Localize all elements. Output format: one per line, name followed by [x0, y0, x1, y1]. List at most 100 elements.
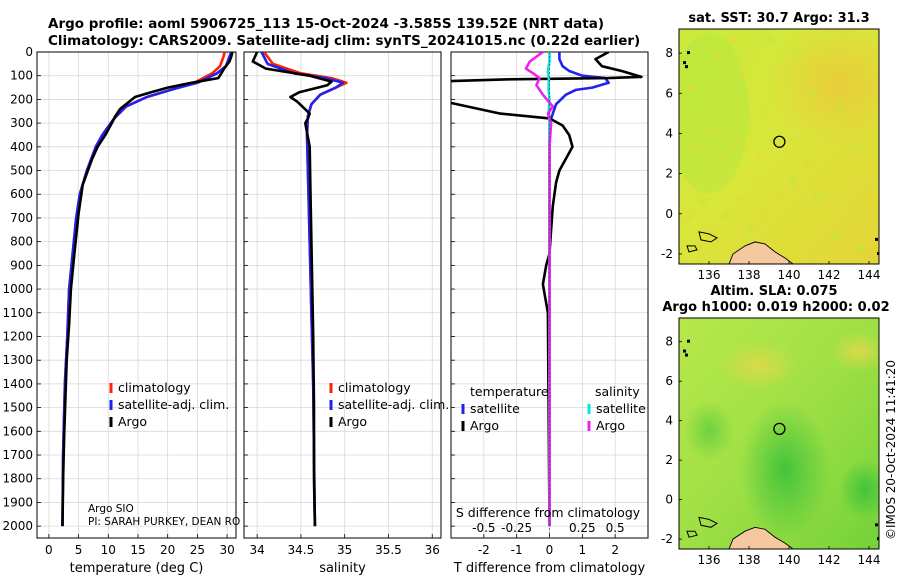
sst-cell [813, 191, 820, 199]
sst-cell [803, 161, 810, 169]
legend-title-temperature: temperature [470, 384, 549, 399]
credit-pi: PI: SARAH PURKEY, DEAN RO [88, 516, 240, 528]
sst-cell [843, 31, 850, 39]
small-island [685, 353, 688, 357]
land-new-guinea [728, 241, 794, 264]
sst-cell [829, 47, 836, 55]
credit-org: Argo SIO [88, 503, 134, 515]
x-tick-label: 34.5 [288, 543, 315, 557]
sst-cell [693, 141, 700, 149]
map-title: sat. SST: 30.7 Argo: 31.3 [688, 11, 869, 26]
sst-cell [827, 175, 834, 183]
header-line-1: Argo profile: aoml 5906725_113 15-Oct-20… [48, 16, 604, 32]
y-tick-label: 1200 [2, 329, 33, 343]
legend-label: Argo [338, 414, 367, 429]
sst-cell [739, 67, 746, 75]
sst-cell [723, 211, 730, 219]
y-tick-label: 8 [665, 335, 673, 349]
x-axis-label: T difference from climatology [453, 561, 646, 576]
y-tick-label: 0 [665, 493, 673, 507]
legend-label: Argo [596, 418, 625, 433]
sst-cell [753, 51, 760, 59]
x-tick-label: 15 [130, 543, 145, 557]
sst-cell [819, 247, 826, 255]
sst-cell [773, 91, 780, 99]
y-tick-label: 1800 [2, 472, 33, 486]
sst-cell [855, 143, 862, 151]
sst-cell [751, 179, 758, 187]
sla-high-patch [719, 340, 799, 391]
sst-cell [725, 83, 732, 91]
map-field [679, 318, 879, 549]
sst-cell [811, 89, 818, 97]
sst-cell [833, 231, 840, 239]
sst-cell [707, 125, 714, 133]
x-tick-label: 136 [698, 268, 721, 282]
legend-label: satellite-adj. clim. [338, 397, 449, 412]
x-tick-label: 140 [778, 553, 801, 567]
sst-cell [799, 207, 806, 215]
legend-label: climatology [118, 380, 191, 395]
axes-layer: 0100200300400500600700800900100011001200… [2, 45, 649, 576]
x-tick-label: 0 [45, 543, 53, 557]
sst-cell [871, 229, 878, 237]
y-tick-label: -2 [661, 247, 673, 261]
island-coastline [686, 530, 698, 538]
sst-cell [717, 155, 724, 163]
map-field [679, 29, 886, 264]
x-tick-label: 30 [219, 543, 234, 557]
x-axis-label: temperature (deg C) [70, 561, 204, 576]
sst-cell [781, 249, 788, 257]
profile-panel-temperature: 0100200300400500600700800900100011001200… [2, 45, 237, 576]
sst-cell [777, 65, 784, 73]
island-coastline [686, 245, 698, 253]
header-line-2: Climatology: CARS2009. Satellite-adj cli… [48, 33, 640, 49]
y-tick-label: 6 [665, 86, 673, 100]
legend-title-salinity: salinity [595, 384, 640, 399]
sst-cell [731, 139, 738, 147]
y-tick-label: 1500 [2, 401, 33, 415]
series-line-s-argo [524, 52, 555, 527]
sst-cell [865, 173, 872, 181]
map-frame [678, 28, 880, 265]
x-tick-label: -1 [511, 543, 523, 557]
sst-cell [797, 105, 804, 113]
x-tick-label: 0 [546, 543, 554, 557]
x-tick-label: 144 [858, 268, 881, 282]
x2-axis-label: S difference from climatology [456, 505, 641, 520]
y-tick-label: 1700 [2, 448, 33, 462]
sst-cell [877, 55, 879, 63]
argo-float-marker [773, 135, 786, 148]
x2-tick-label: -0.5 [472, 521, 495, 535]
argo-float-marker [773, 422, 786, 436]
sst-cell [879, 158, 886, 165]
profile-panel-salinity: 34 34.5 35 35.5 36 salinity climatology satelli… [243, 51, 449, 576]
sst-cell [857, 245, 864, 253]
y-tick-label: 6 [665, 374, 673, 388]
sst-cell [769, 137, 776, 145]
sst-cell [783, 121, 790, 129]
sst-cell [737, 195, 744, 203]
x-axis-label: salinity [319, 561, 366, 576]
small-island [875, 523, 878, 527]
x2-tick-label: 0.25 [569, 521, 596, 535]
sst-cell [851, 189, 858, 197]
x-tick-label: 142 [818, 268, 841, 282]
x-tick-label: 138 [738, 553, 761, 567]
maps-layer: 136 138 140 142 144 -2 0 2 4 6 8 sat. SST: 30.7 Arg… [661, 11, 890, 567]
y-tick-label: 4 [665, 414, 673, 428]
sst-cell [715, 53, 722, 61]
map-panel-sst_map: 136 138 140 142 144 -2 0 2 4 6 8 sat. SST: 30.7 Arg… [661, 11, 886, 282]
plot-frame [243, 51, 442, 539]
small-island [685, 65, 688, 69]
sst-cell [873, 101, 879, 109]
small-island [683, 349, 686, 353]
legend-label: satellite [470, 401, 520, 416]
legend-label: Argo [470, 418, 499, 433]
sst-cell [863, 71, 870, 79]
y-tick-label: 600 [10, 187, 33, 201]
map-title: Altim. SLA: 0.075 [711, 284, 838, 299]
x-tick-label: -2 [478, 543, 490, 557]
small-island [875, 237, 878, 241]
x-tick-label: 34 [249, 543, 264, 557]
